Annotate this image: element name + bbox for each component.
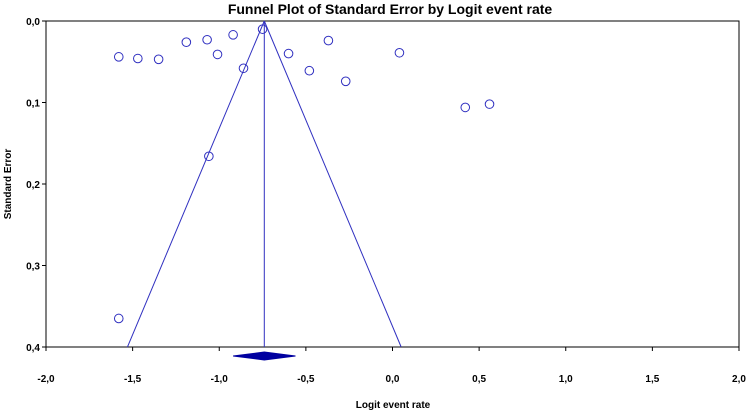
- data-point: [304, 65, 315, 76]
- data-point: [212, 49, 223, 60]
- data-point: [323, 35, 334, 46]
- plot-frame: [45, 20, 740, 348]
- funnel-lines: [126, 20, 402, 348]
- data-point: [181, 37, 192, 47]
- data-point: [484, 99, 495, 109]
- summary-diamond-shape: [233, 351, 296, 361]
- summary-diamond: [233, 351, 296, 361]
- data-point: [204, 151, 214, 162]
- y-tick-label: 0,2: [26, 180, 40, 191]
- x-tick-label: 1,5: [645, 374, 659, 385]
- data-point: [113, 52, 124, 62]
- x-tick-label: -1,0: [211, 374, 229, 385]
- chart-title: Funnel Plot of Standard Error by Logit e…: [228, 1, 553, 17]
- data-point: [394, 47, 405, 58]
- x-tick-label: 2,0: [732, 374, 746, 385]
- funnel-right-line: [263, 20, 402, 348]
- data-point: [133, 53, 143, 64]
- x-tick-label: 0,5: [472, 374, 486, 385]
- x-tick-label: -1,5: [124, 374, 142, 385]
- y-axis-label: Standard Error: [3, 149, 14, 220]
- data-point: [113, 313, 124, 324]
- x-axis-ticks: -2,0 -1,5 -1,0 -0,5 0,0 0,5 1,0 1,5 2,0: [37, 347, 746, 385]
- data-point: [283, 48, 294, 59]
- data-point: [228, 30, 238, 40]
- y-tick-label: 0,1: [26, 99, 40, 110]
- y-tick-label: 0,3: [26, 262, 40, 273]
- x-tick-label: -2,0: [37, 374, 55, 385]
- x-tick-label: 1,0: [559, 374, 573, 385]
- y-axis-ticks: 0,0 0,1 0,2 0,3 0,4: [26, 17, 46, 354]
- x-tick-label: 0,0: [386, 374, 400, 385]
- data-point: [257, 24, 268, 34]
- data-point: [202, 34, 212, 45]
- x-tick-label: -0,5: [297, 374, 315, 385]
- funnel-left-line: [126, 20, 265, 348]
- data-point: [238, 63, 249, 74]
- x-axis-label: Logit event rate: [356, 400, 431, 411]
- y-tick-label: 0,4: [26, 343, 40, 354]
- y-tick-label: 0,0: [26, 17, 40, 28]
- data-point: [340, 76, 351, 87]
- data-point: [153, 54, 164, 65]
- study-points: [113, 24, 495, 324]
- data-point: [460, 102, 471, 113]
